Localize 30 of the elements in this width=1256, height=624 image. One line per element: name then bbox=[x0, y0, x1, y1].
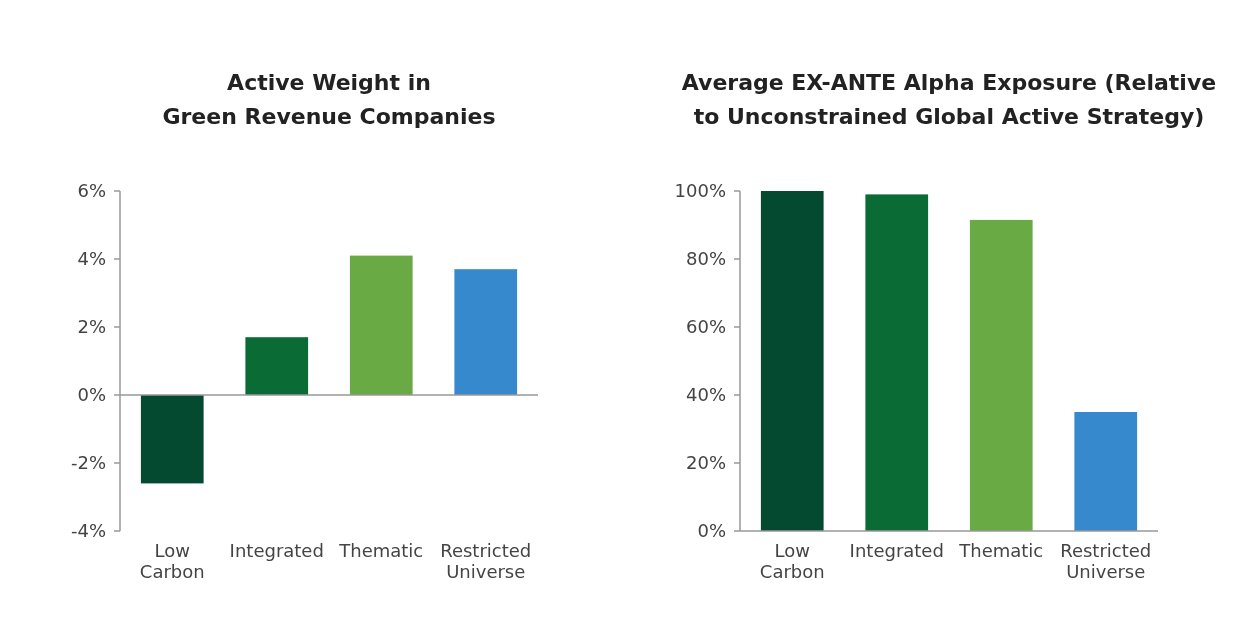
y-tick-label: 2% bbox=[77, 316, 106, 338]
x-tick-label: Integrated bbox=[849, 540, 944, 561]
bar bbox=[454, 269, 518, 395]
y-tick-label: 20% bbox=[685, 452, 726, 474]
chart-title: Active Weight in Green Revenue Companies bbox=[162, 70, 496, 129]
bar bbox=[349, 255, 413, 395]
bar bbox=[969, 219, 1033, 531]
x-tick-label: Thematic bbox=[338, 540, 424, 561]
y-tick-label: 60% bbox=[685, 316, 726, 338]
x-tick-label: Low Carbon bbox=[139, 540, 205, 582]
bar bbox=[865, 194, 929, 531]
bar bbox=[140, 395, 204, 484]
y-tick-label: -2% bbox=[70, 452, 106, 474]
y-tick-label: 6% bbox=[77, 180, 106, 202]
y-tick-label: -4% bbox=[70, 520, 106, 542]
y-tick-label: 100% bbox=[674, 180, 726, 202]
y-tick-label: 0% bbox=[77, 384, 106, 406]
x-tick-label: Thematic bbox=[958, 540, 1044, 561]
x-tick-label: Restricted Universe bbox=[440, 540, 532, 582]
x-tick-label: Integrated bbox=[229, 540, 324, 561]
y-tick-label: 4% bbox=[77, 248, 106, 270]
y-tick-label: 0% bbox=[697, 520, 726, 542]
y-tick-label: 80% bbox=[685, 248, 726, 270]
y-tick-label: 40% bbox=[685, 384, 726, 406]
bar bbox=[760, 191, 824, 531]
bar bbox=[1074, 412, 1138, 531]
x-tick-label: Restricted Universe bbox=[1060, 540, 1152, 582]
bar bbox=[245, 337, 309, 395]
x-tick-label: Low Carbon bbox=[759, 540, 825, 582]
chart-title: Average EX-ANTE Alpha Exposure (Relative to Unconstrained Global Active Strategy) bbox=[681, 70, 1217, 129]
